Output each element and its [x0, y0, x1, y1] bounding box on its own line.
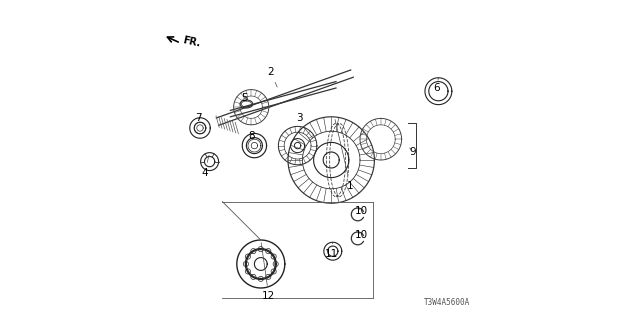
Text: 10: 10	[355, 230, 368, 240]
Text: 10: 10	[355, 206, 368, 216]
Text: FR.: FR.	[182, 35, 201, 48]
Text: 4: 4	[202, 155, 209, 178]
Text: 2: 2	[267, 67, 277, 87]
Text: 12: 12	[261, 243, 275, 301]
Text: 3: 3	[296, 113, 303, 126]
Text: 7: 7	[195, 113, 202, 124]
Text: 5: 5	[241, 92, 248, 103]
Text: 9: 9	[410, 147, 416, 157]
Text: 8: 8	[248, 131, 255, 141]
Text: 1: 1	[335, 119, 354, 191]
Text: 11: 11	[324, 242, 338, 260]
Text: T3W4A5600A: T3W4A5600A	[424, 298, 470, 307]
Text: 6: 6	[433, 78, 440, 93]
